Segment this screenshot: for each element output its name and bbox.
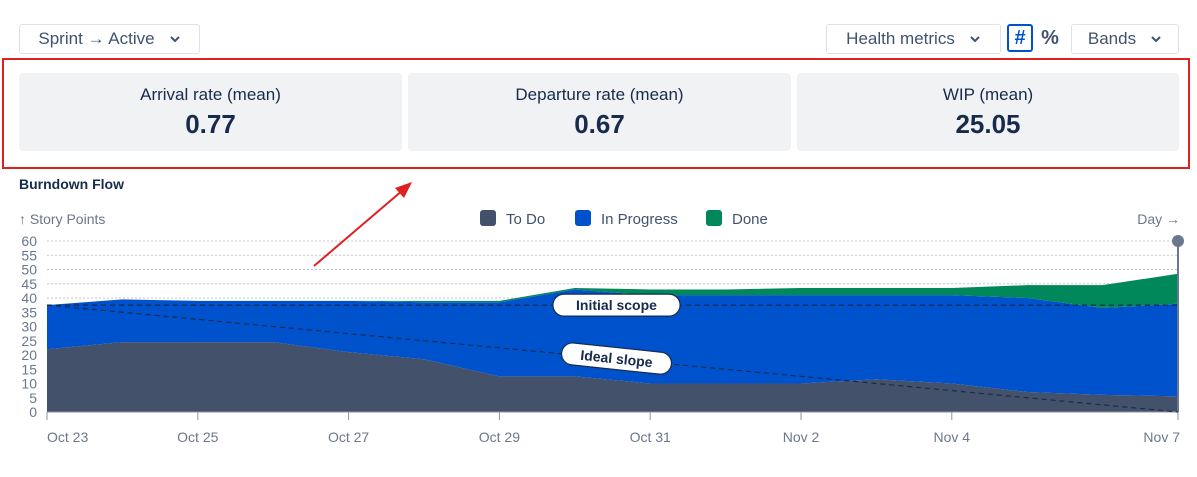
y-tick-label: 0 (29, 404, 37, 420)
y-tick-label: 40 (21, 290, 37, 306)
x-tick-label: Nov 4 (934, 429, 971, 445)
hash-icon: # (1014, 26, 1026, 49)
health-metrics-dropdown[interactable]: Health metrics (826, 24, 1001, 54)
metric-value: 0.77 (185, 108, 236, 139)
chart-title: Burndown Flow (19, 176, 124, 192)
y-axis-title: ↑ Story Points (19, 211, 105, 227)
legend-label: In Progress (601, 211, 678, 228)
today-marker-dot (1172, 235, 1184, 247)
metric-label: WIP (mean) (942, 84, 1034, 104)
label-pill (552, 293, 681, 317)
sprint-dropdown-label: Sprint → Active (38, 29, 155, 48)
sprint-dropdown[interactable]: Sprint → Active (19, 24, 200, 54)
chevron-down-icon (970, 36, 980, 43)
metric-card-departure-rate: Departure rate (mean) 0.67 (408, 73, 791, 151)
x-tick-label: Nov 2 (783, 429, 820, 445)
y-tick-label: 5 (29, 390, 37, 406)
y-tick-label: 60 (21, 233, 37, 249)
bands-dropdown-label: Bands (1087, 29, 1137, 48)
percentage-toggle[interactable]: % (1037, 24, 1063, 52)
y-tick-label: 55 (21, 247, 37, 263)
metric-card-arrival-rate: Arrival rate (mean) 0.77 (19, 73, 402, 151)
metric-label: Departure rate (mean) (515, 84, 684, 104)
y-tick-label: 25 (21, 333, 37, 349)
health-metrics-dropdown-label: Health metrics (846, 29, 955, 48)
series-area-to-do (47, 342, 1178, 412)
legend-swatch (480, 210, 496, 226)
legend-label: To Do (506, 211, 545, 228)
reference-line-label: Initial scope (552, 293, 681, 317)
x-tick-label: Oct 27 (328, 429, 369, 445)
metric-card-wip: WIP (mean) 25.05 (797, 73, 1179, 151)
series-area-done (47, 273, 1178, 308)
metric-value: 25.05 (955, 108, 1021, 139)
bands-dropdown[interactable]: Bands (1071, 24, 1179, 54)
label-pill (560, 342, 673, 375)
x-tick-label: Oct 23 (47, 429, 88, 445)
reference-line-label: Ideal slope (560, 342, 673, 375)
x-tick-label: Nov 7 (1143, 429, 1180, 445)
label-pill-text: Ideal slope (580, 347, 654, 370)
x-axis-title: Day → (1137, 211, 1180, 227)
y-tick-label: 20 (21, 347, 37, 363)
legend-label: Done (732, 211, 768, 228)
metrics-highlight-box (2, 58, 1190, 169)
chevron-down-icon (1151, 36, 1161, 43)
metric-value: 0.67 (574, 108, 625, 139)
series-area-in-progress (47, 289, 1178, 397)
y-tick-label: 15 (21, 361, 37, 377)
legend-swatch (575, 210, 591, 226)
x-tick-label: Oct 29 (479, 429, 520, 445)
x-tick-label: Oct 31 (630, 429, 671, 445)
y-tick-label: 35 (21, 304, 37, 320)
metric-label: Arrival rate (mean) (140, 84, 281, 104)
y-tick-label: 10 (21, 376, 37, 392)
percent-icon: % (1041, 26, 1059, 49)
y-tick-label: 45 (21, 276, 37, 292)
x-tick-label: Oct 25 (177, 429, 218, 445)
absolute-count-toggle[interactable]: # (1007, 24, 1033, 52)
y-tick-label: 30 (21, 319, 37, 335)
label-pill-text: Initial scope (576, 297, 657, 313)
chevron-down-icon (169, 36, 180, 43)
y-tick-label: 50 (21, 262, 37, 278)
legend-swatch (706, 210, 722, 226)
